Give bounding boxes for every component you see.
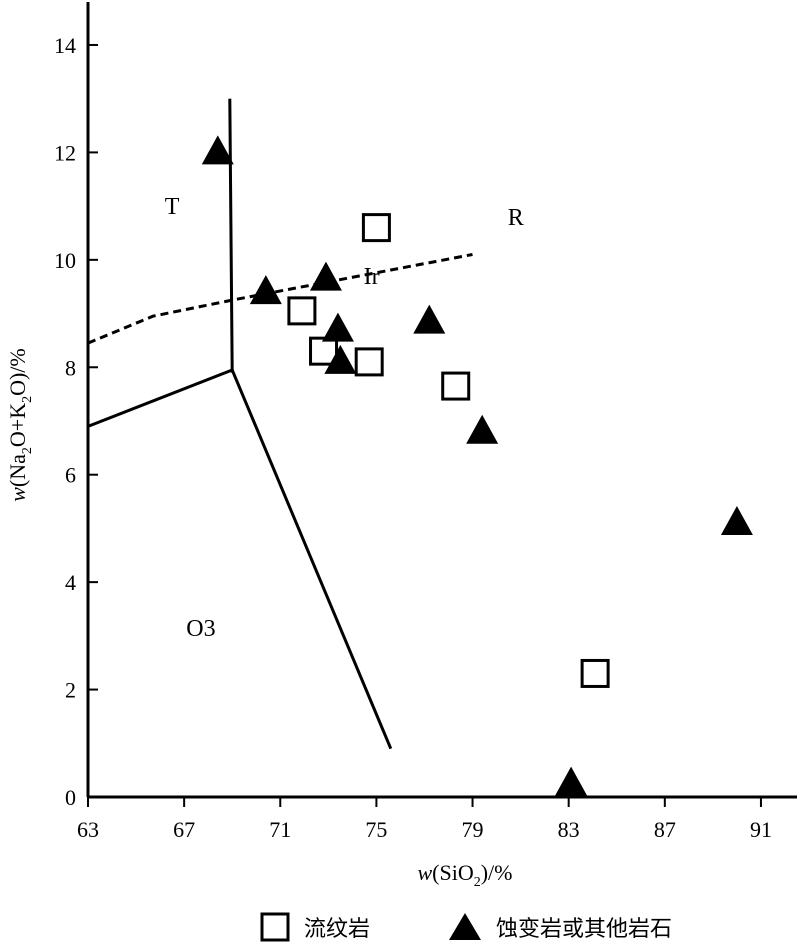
point-altered-rock — [201, 135, 234, 165]
axes — [86, 2, 797, 799]
point-altered-rock — [555, 766, 588, 796]
legend-square-marker — [260, 912, 290, 942]
x-tick-label: 91 — [750, 817, 772, 842]
point-rhyolite — [354, 347, 384, 377]
y-axis-title: w(Na2O+K2O)/% — [5, 348, 35, 502]
x-tick-label: 75 — [365, 817, 387, 842]
y-tick-label: 8 — [65, 355, 76, 380]
point-altered-rock — [309, 261, 342, 291]
field-boundaries — [87, 98, 473, 750]
point-rhyolite — [441, 371, 471, 401]
x-tick-label: 63 — [77, 817, 99, 842]
y-ticks: 0 2 4 6 8 10 12 14 — [54, 33, 98, 810]
legend-label-altered-rock: 蚀变岩或其他岩石 — [496, 917, 672, 942]
boundary-upper-left — [87, 368, 233, 428]
point-altered-rock — [466, 414, 499, 444]
y-tick-label: 12 — [54, 140, 76, 165]
y-tick-label: 10 — [54, 248, 76, 273]
x-tick-label: 67 — [173, 817, 195, 842]
legend: 流纹岩 蚀变岩或其他岩石 — [260, 912, 672, 942]
legend-label-rhyolite: 流纹岩 — [304, 917, 370, 942]
point-altered-rock — [321, 312, 354, 342]
region-labels: T R Ir O3 — [165, 194, 524, 642]
boundary-alkaline-divide — [87, 253, 473, 345]
x-ticks: 63 67 71 75 79 83 87 91 — [77, 797, 772, 842]
point-altered-rock — [413, 304, 446, 334]
point-altered-rock — [720, 506, 753, 536]
legend-triangle-marker — [449, 913, 481, 940]
point-rhyolite — [580, 658, 610, 688]
region-label-r: R — [508, 205, 524, 231]
point-rhyolite — [287, 296, 317, 326]
y-tick-label: 0 — [65, 785, 76, 810]
y-tick-label: 2 — [65, 678, 76, 703]
x-axis-title: w(SiO2)/% — [417, 860, 512, 890]
x-tick-label: 83 — [558, 817, 580, 842]
y-tick-label: 14 — [54, 33, 76, 58]
x-tick-label: 79 — [462, 817, 484, 842]
x-tick-label: 71 — [269, 817, 291, 842]
region-label-ir: Ir — [364, 264, 380, 290]
boundary-T-R — [228, 98, 234, 373]
x-tick-label: 87 — [654, 817, 676, 842]
boundary-O3-right — [230, 369, 393, 750]
data-points — [201, 135, 753, 796]
region-label-t: T — [165, 194, 180, 220]
y-tick-label: 6 — [65, 463, 76, 488]
y-tick-label: 4 — [65, 570, 76, 595]
point-altered-rock — [324, 344, 357, 374]
point-altered-rock — [249, 275, 282, 305]
region-label-o3: O3 — [186, 616, 215, 642]
point-rhyolite — [361, 213, 391, 243]
